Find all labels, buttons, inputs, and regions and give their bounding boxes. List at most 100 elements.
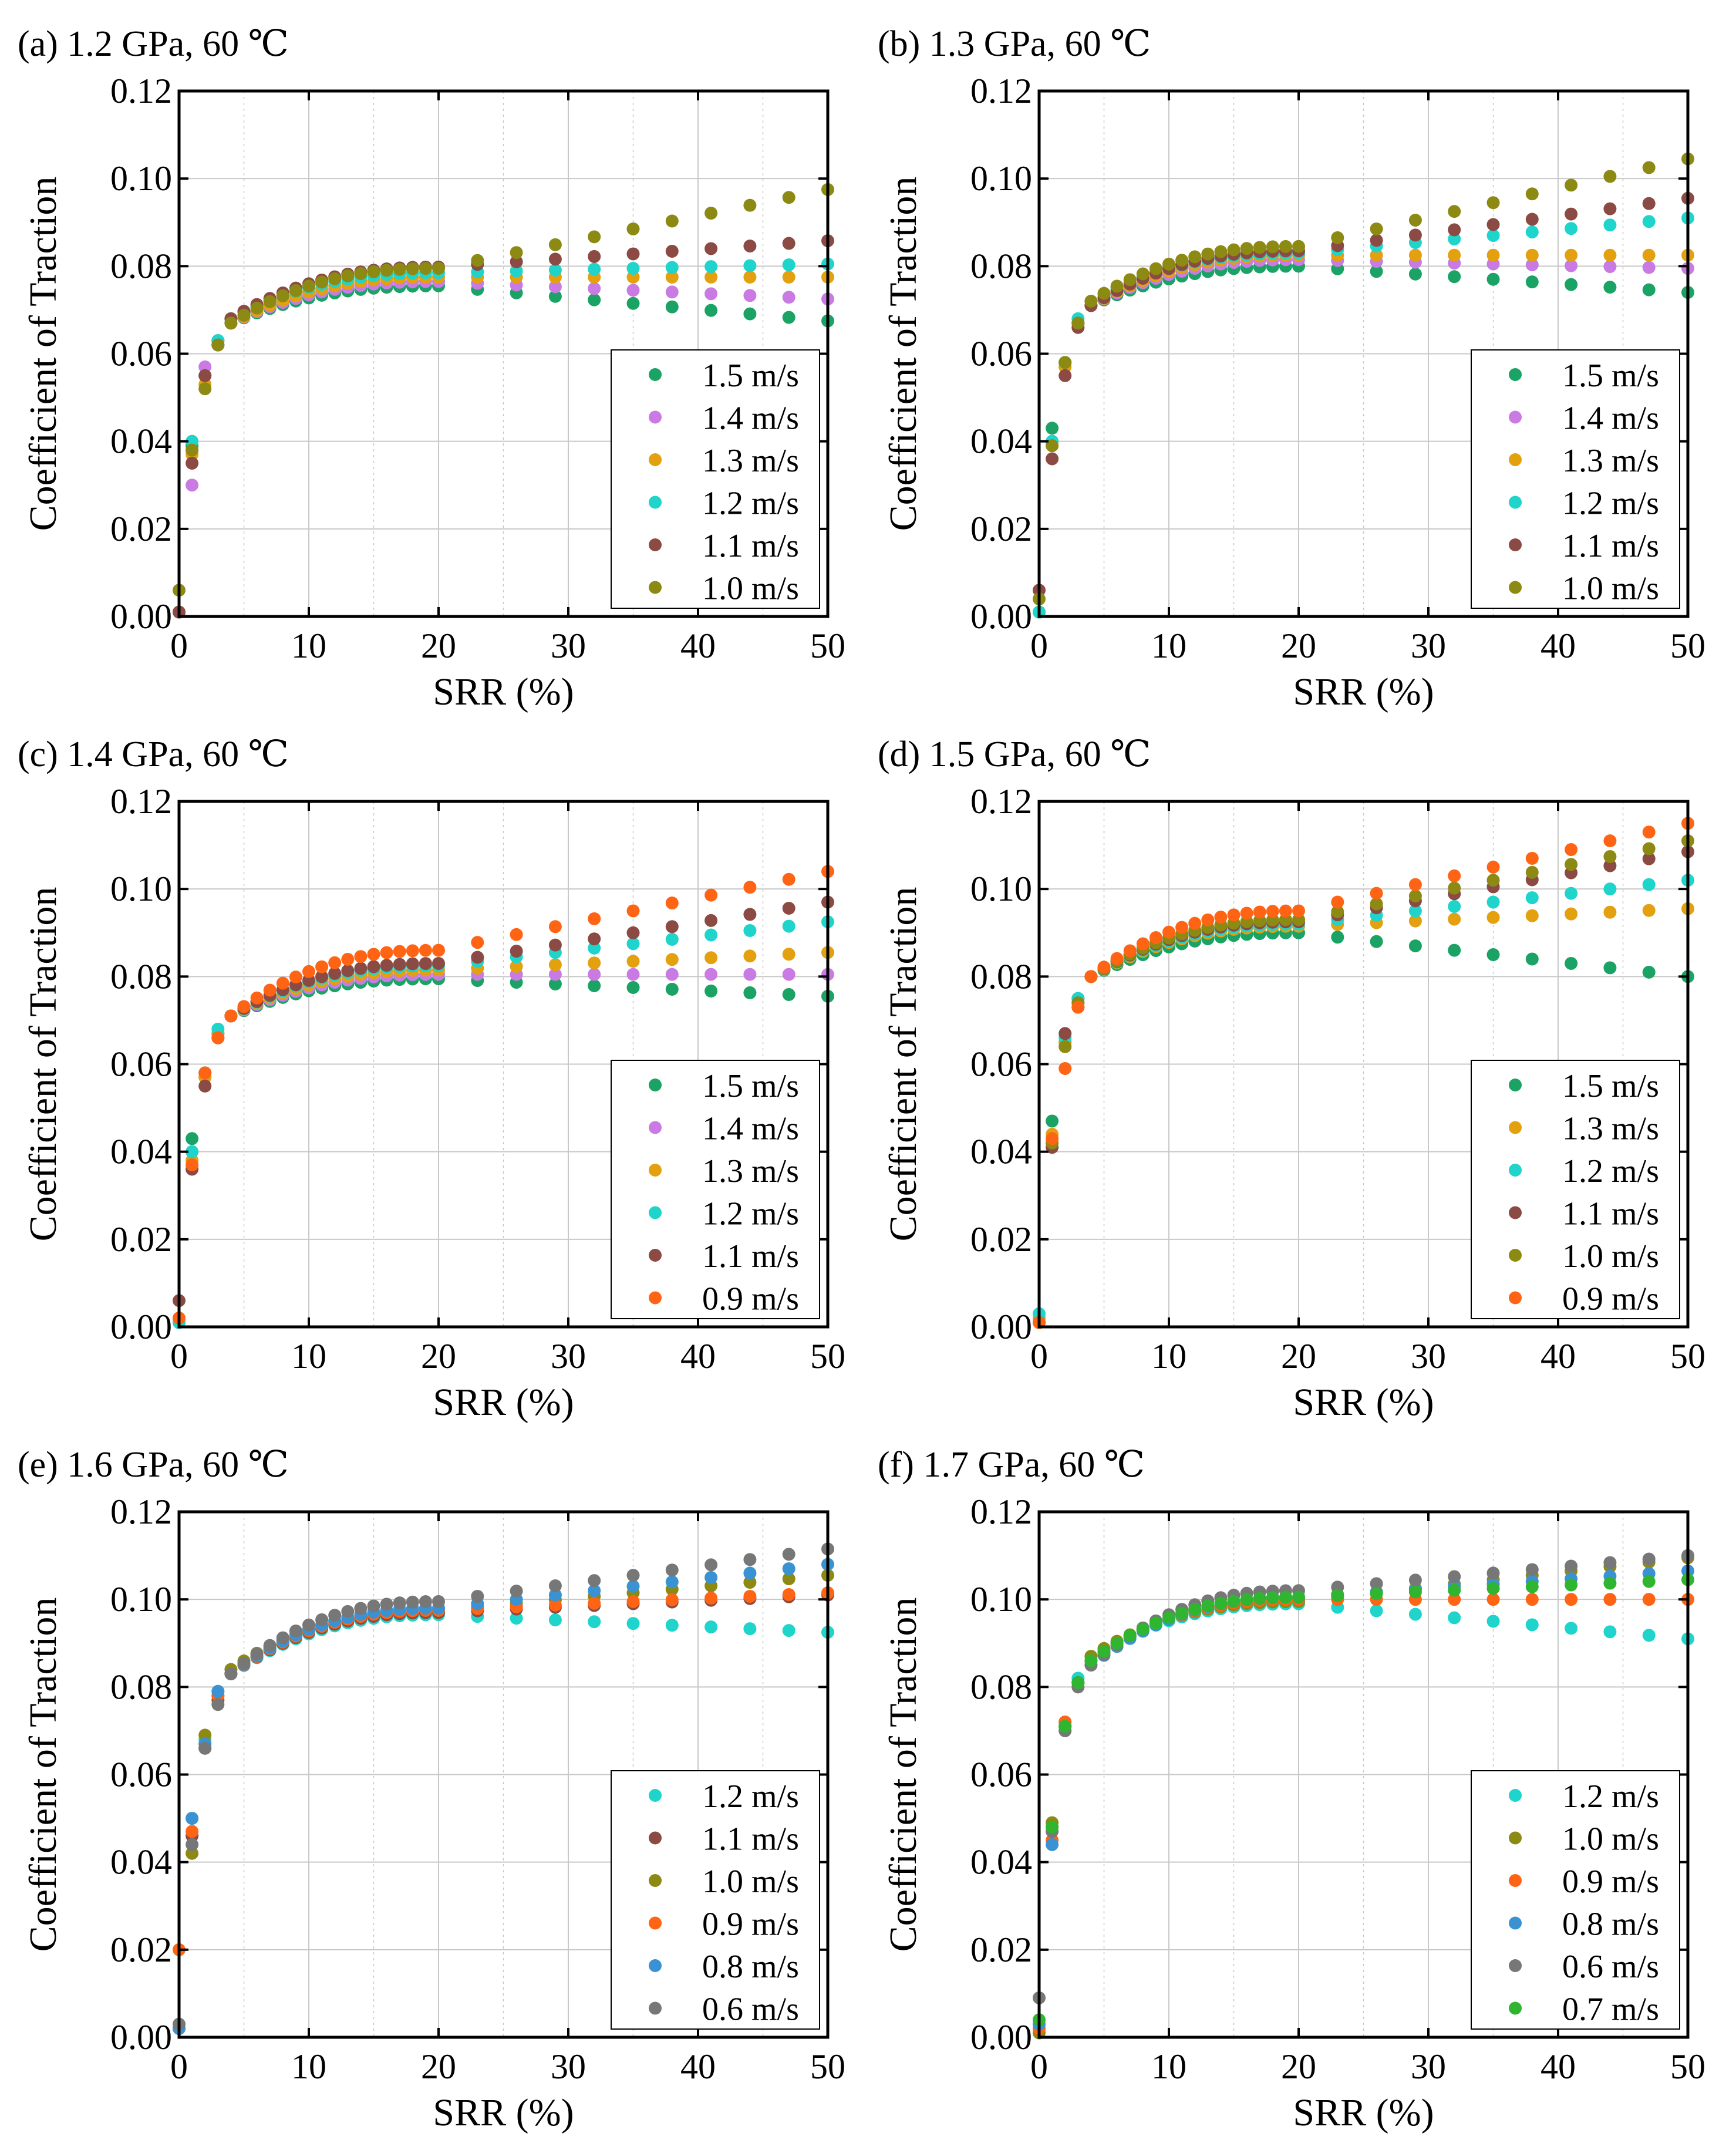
data-point [704,914,718,927]
series-0-7-m-s [1033,1573,1694,2027]
data-point [1214,1596,1228,1610]
data-point [1486,218,1500,231]
y-tick-label: 0.04 [110,422,172,461]
x-tick-label: 0 [1030,2047,1048,2086]
data-point [1123,944,1137,958]
data-point [782,872,795,886]
data-point [393,945,406,958]
legend: 1.5 m/s 1.4 m/s 1.3 m/s 1.2 m/s 1.1 m/s 1.0 m… [1471,349,1680,609]
data-point [665,932,679,946]
data-point [665,244,679,258]
data-point [1448,1583,1461,1597]
data-point [743,881,757,894]
legend-marker [649,538,662,551]
data-point [1642,1575,1656,1588]
data-point [1227,908,1241,922]
data-point [380,264,393,277]
data-point [1565,1578,1578,1592]
panel-title: (a) 1.2 GPa, 60 ℃ [18,24,289,64]
data-point [354,1602,368,1615]
y-tick-label: 0.04 [970,1133,1032,1171]
data-point [263,295,277,308]
data-point [302,965,315,978]
data-point [419,1595,432,1609]
x-tick-label: 20 [421,626,456,665]
data-point [406,1595,419,1609]
y-tick-label: 0.08 [110,1667,172,1706]
data-point [1331,931,1344,944]
y-tick-label: 0.10 [110,870,172,908]
data-point [1448,869,1461,882]
legend-label: 1.5 m/s [1562,358,1659,394]
x-tick-label: 30 [1411,1337,1446,1376]
y-tick-label: 0.04 [110,1133,172,1171]
data-point [704,1558,718,1572]
data-point [782,1572,795,1586]
series-1-0-m-s [173,183,834,597]
data-point [1046,422,1059,435]
x-tick-label: 50 [810,1337,845,1376]
data-point [1253,1592,1266,1605]
data-point [1603,859,1617,872]
data-point [588,956,601,970]
data-point [1227,243,1241,257]
legend: 1.2 m/s 1.0 m/s 0.9 m/s 0.8 m/s 0.6 m/s 0.7 m… [1471,1770,1680,2030]
x-tick-label: 0 [170,2047,188,2086]
data-point [1603,218,1617,232]
y-tick-label: 0.02 [110,1220,172,1259]
data-point [1486,196,1500,210]
data-point [1201,247,1215,261]
data-point [1565,278,1578,291]
data-point [1201,913,1215,926]
data-point [1565,207,1578,221]
x-axis-label: SRR (%) [1293,670,1434,713]
legend-marker [649,1249,662,1262]
data-point [588,941,601,955]
data-point [186,478,199,492]
data-point [1123,1629,1137,1643]
data-point [1059,356,1072,369]
x-tick-label: 20 [421,1337,456,1376]
data-point [1292,240,1305,253]
data-point [704,1571,718,1584]
legend-label: 1.2 m/s [702,1778,799,1815]
data-point [1253,241,1266,254]
legend-label: 1.1 m/s [702,1821,799,1858]
data-point [743,289,757,302]
data-point [1603,170,1617,183]
data-point [548,1579,562,1593]
legend-marker [1509,1206,1522,1219]
data-point [1525,1593,1539,1606]
x-tick-label: 50 [810,2047,845,2086]
panel-f: (f) 1.7 GPa, 60 ℃ 0 10 20 30 40 50 0.00 0.02 0.04… [878,1445,1705,2134]
x-tick-label: 40 [1541,1337,1576,1376]
data-point [548,238,562,251]
data-point [1201,1599,1215,1613]
data-point [704,242,718,255]
data-point [626,284,640,297]
y-tick-label: 0.12 [970,1492,1032,1531]
data-point [1448,1611,1461,1625]
data-point [1448,881,1461,895]
data-point [1525,1563,1539,1576]
data-point [1331,1589,1344,1602]
data-point [782,237,795,250]
data-point [186,1145,199,1158]
data-point [380,1598,393,1611]
data-point [211,1031,225,1044]
data-point [1565,1593,1578,1606]
data-point [1408,939,1422,953]
data-point [1046,452,1059,466]
legend-label: 0.9 m/s [1562,1281,1659,1317]
data-point [704,287,718,301]
legend-label: 0.6 m/s [1562,1949,1659,1985]
data-point [1486,248,1500,262]
data-point [588,230,601,244]
data-point [1188,250,1202,264]
data-point [548,1598,562,1612]
legend-label: 1.2 m/s [1562,1153,1659,1189]
data-point [1059,1027,1072,1040]
data-point [1448,223,1461,237]
data-point [471,1589,484,1603]
data-point [588,932,601,946]
